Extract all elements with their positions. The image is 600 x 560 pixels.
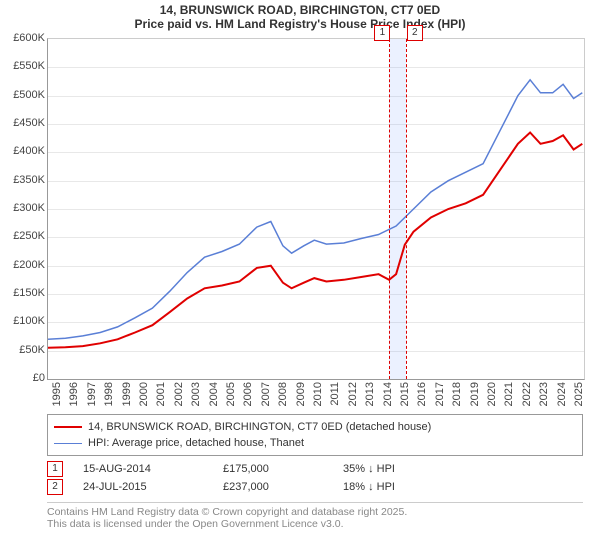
x-axis-label: 2018 [451, 382, 463, 406]
y-axis-label: £50K [0, 344, 45, 356]
x-axis-label: 2000 [138, 382, 150, 406]
footer-attribution: Contains HM Land Registry data © Crown c… [47, 502, 583, 530]
x-axis-label: 2007 [260, 382, 272, 406]
transaction-marker-2: 2 [47, 479, 63, 495]
x-axis-label: 1995 [51, 382, 63, 406]
x-axis-label: 2023 [538, 382, 550, 406]
x-axis-label: 2017 [434, 382, 446, 406]
transaction-price: £175,000 [223, 463, 343, 475]
legend: 14, BRUNSWICK ROAD, BIRCHINGTON, CT7 0ED… [47, 414, 583, 456]
y-axis-label: £550K [0, 60, 45, 72]
x-axis-label: 2022 [521, 382, 533, 406]
x-axis-label: 2003 [190, 382, 202, 406]
y-axis-label: £450K [0, 117, 45, 129]
x-axis-label: 1996 [68, 382, 80, 406]
transaction-vs-hpi: 35% ↓ HPI [343, 463, 463, 475]
x-axis-label: 1998 [103, 382, 115, 406]
x-axis-label: 2013 [364, 382, 376, 406]
transaction-vs-hpi: 18% ↓ HPI [343, 481, 463, 493]
x-axis-label: 2016 [416, 382, 428, 406]
footer-line-1: Contains HM Land Registry data © Crown c… [47, 506, 583, 518]
y-axis-label: £0 [0, 372, 45, 384]
transaction-table: 1 15-AUG-2014 £175,000 35% ↓ HPI 2 24-JU… [47, 460, 583, 496]
transaction-date: 15-AUG-2014 [83, 463, 223, 475]
y-axis-label: £500K [0, 89, 45, 101]
x-axis-label: 2005 [225, 382, 237, 406]
y-axis-label: £300K [0, 202, 45, 214]
title-line-1: 14, BRUNSWICK ROAD, BIRCHINGTON, CT7 0ED [0, 3, 600, 17]
x-axis-label: 2020 [486, 382, 498, 406]
x-axis-label: 2021 [503, 382, 515, 406]
y-axis-label: £150K [0, 287, 45, 299]
marker-line-1 [389, 39, 390, 379]
x-axis-label: 1997 [86, 382, 98, 406]
marker-line-2 [406, 39, 407, 379]
series-hpi [48, 80, 582, 340]
x-axis-label: 2001 [155, 382, 167, 406]
transaction-row: 2 24-JUL-2015 £237,000 18% ↓ HPI [47, 478, 583, 496]
x-axis-label: 2008 [277, 382, 289, 406]
y-axis-label: £350K [0, 174, 45, 186]
x-axis-label: 2015 [399, 382, 411, 406]
x-axis-label: 2009 [295, 382, 307, 406]
legend-label-hpi: HPI: Average price, detached house, Than… [88, 437, 304, 449]
legend-item-price: 14, BRUNSWICK ROAD, BIRCHINGTON, CT7 0ED… [54, 419, 576, 435]
legend-item-hpi: HPI: Average price, detached house, Than… [54, 435, 576, 451]
x-axis-label: 2004 [208, 382, 220, 406]
title-line-2: Price paid vs. HM Land Registry's House … [0, 17, 600, 31]
x-axis-label: 2012 [347, 382, 359, 406]
x-axis-label: 2019 [469, 382, 481, 406]
y-axis-label: £600K [0, 32, 45, 44]
transaction-row: 1 15-AUG-2014 £175,000 35% ↓ HPI [47, 460, 583, 478]
legend-swatch-hpi [54, 443, 82, 444]
transaction-date: 24-JUL-2015 [83, 481, 223, 493]
x-axis-label: 2010 [312, 382, 324, 406]
x-axis-label: 1999 [121, 382, 133, 406]
marker-box-1: 1 [374, 25, 390, 41]
y-axis-label: £400K [0, 145, 45, 157]
legend-swatch-price [54, 426, 82, 428]
x-axis-label: 2014 [382, 382, 394, 406]
transaction-marker-1: 1 [47, 461, 63, 477]
x-axis-label: 2006 [242, 382, 254, 406]
chart-plot-area: 12 [47, 38, 585, 380]
footer-line-2: This data is licensed under the Open Gov… [47, 518, 583, 530]
y-axis-label: £200K [0, 259, 45, 271]
transaction-price: £237,000 [223, 481, 343, 493]
x-axis-label: 2002 [173, 382, 185, 406]
chart-title: 14, BRUNSWICK ROAD, BIRCHINGTON, CT7 0ED… [0, 0, 600, 31]
x-axis-label: 2024 [556, 382, 568, 406]
y-axis-label: £250K [0, 230, 45, 242]
y-axis-label: £100K [0, 315, 45, 327]
legend-label-price: 14, BRUNSWICK ROAD, BIRCHINGTON, CT7 0ED… [88, 421, 431, 433]
marker-box-2: 2 [407, 25, 423, 41]
x-axis-label: 2011 [329, 382, 341, 406]
x-axis-label: 2025 [573, 382, 585, 406]
